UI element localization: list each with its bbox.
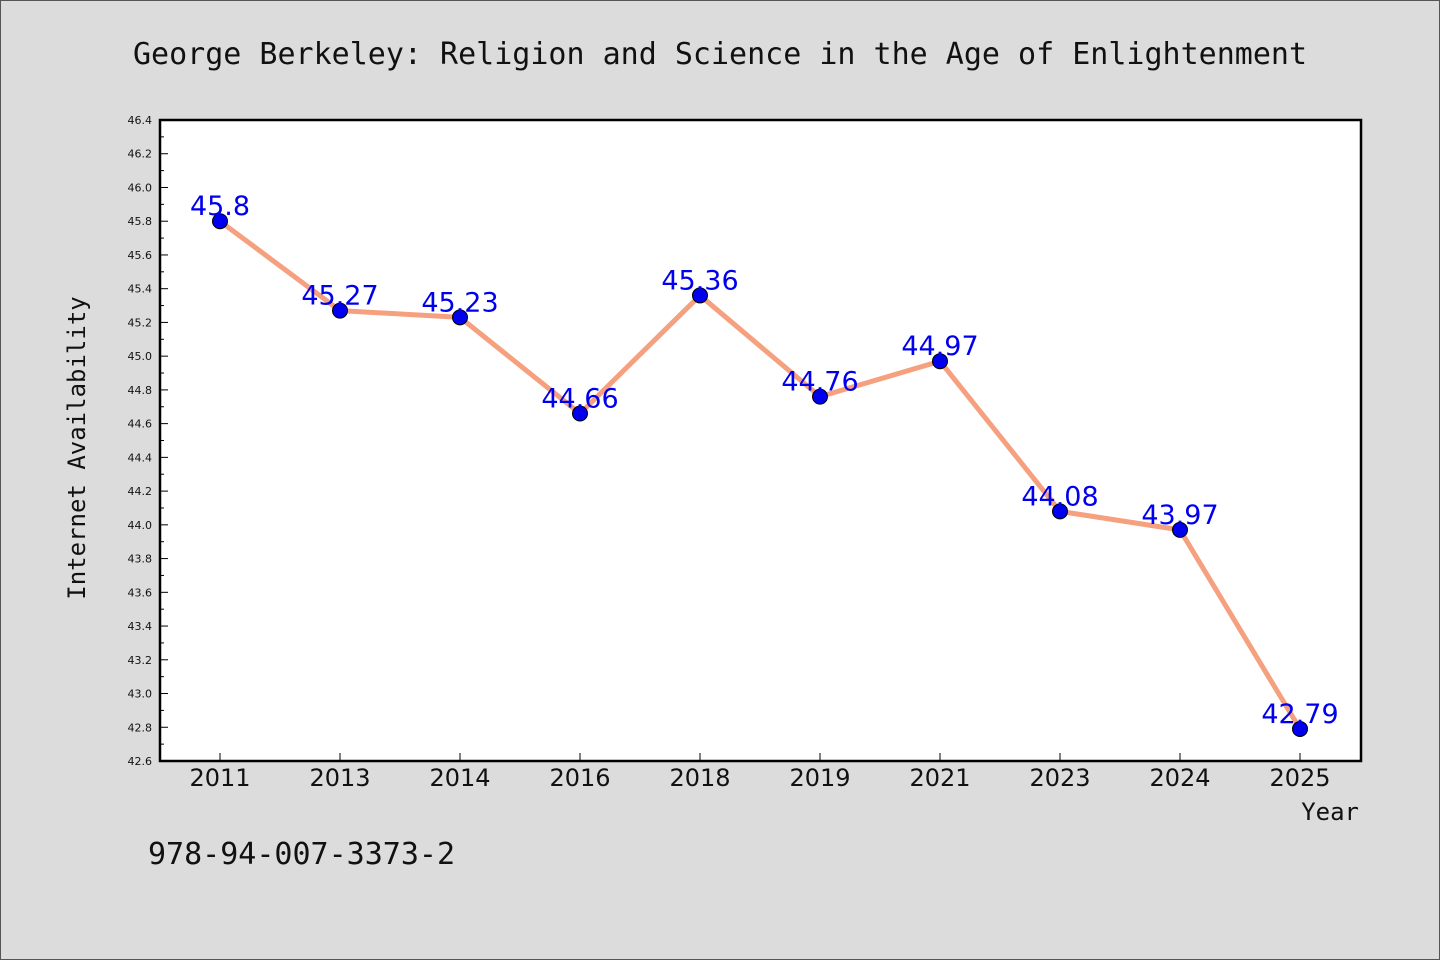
data-point (332, 302, 348, 319)
data-point (212, 213, 228, 230)
y-tick-label: 44.8 (128, 384, 153, 397)
y-tick-label: 45.8 (128, 215, 153, 228)
y-tick-label: 44.6 (128, 418, 153, 431)
y-tick-label: 43.6 (128, 586, 153, 599)
y-tick-label: 46.2 (128, 148, 153, 161)
y-tick-label: 43.8 (128, 553, 153, 566)
y-tick-label: 44.2 (128, 485, 153, 498)
data-point (692, 287, 708, 304)
x-tick-label: 2019 (789, 764, 850, 792)
y-tick-label: 45.6 (128, 249, 153, 262)
x-tick-label: 2024 (1149, 764, 1210, 792)
data-label: 45.36 (661, 265, 738, 296)
y-tick-label: 45.2 (128, 316, 153, 329)
data-point (1172, 521, 1188, 538)
y-tick-label: 46.4 (128, 114, 153, 127)
x-tick-label: 2011 (189, 764, 250, 792)
chart-title: George Berkeley: Religion and Science in… (133, 37, 1307, 72)
x-tick-label: 2016 (549, 764, 610, 792)
y-tick-label: 43.0 (128, 688, 153, 701)
y-tick-label: 42.6 (128, 755, 153, 768)
data-label: 45.8 (190, 191, 250, 222)
data-label: 45.23 (421, 287, 498, 318)
y-tick-label: 44.4 (128, 451, 153, 464)
series-line (217, 218, 1303, 732)
y-axis-label: Internet Availability (63, 296, 91, 599)
data-point (812, 388, 828, 405)
data-point (932, 353, 948, 370)
data-label: 44.76 (781, 367, 858, 398)
y-tick-label: 46.0 (128, 181, 153, 194)
data-label: 43.97 (1141, 500, 1218, 531)
data-label: 44.97 (901, 331, 978, 362)
x-tick-label: 2021 (909, 764, 970, 792)
x-axis: 2011 2013 2014 2016 2018 2019 2021 2023 2024 2025 (189, 753, 1331, 792)
data-point (452, 309, 468, 326)
y-tick-label: 43.4 (128, 620, 153, 633)
data-point (572, 405, 588, 422)
y-tick-label: 45.0 (128, 350, 153, 363)
data-label: 42.79 (1261, 699, 1338, 730)
data-label: 44.66 (541, 384, 618, 415)
isbn-text: 978-94-007-3373-2 (148, 837, 455, 872)
x-axis-label: Year (1301, 798, 1359, 826)
data-label: 45.27 (301, 281, 378, 312)
data-label: 44.08 (1021, 481, 1098, 512)
y-tick-label: 44.0 (128, 519, 153, 532)
data-point (1292, 720, 1308, 737)
x-tick-label: 2018 (669, 764, 730, 792)
data-label-group: 45.8 45.27 45.23 44.66 45.36 44.76 44.97 44.08 4… (190, 191, 1339, 730)
x-tick-label: 2013 (309, 764, 370, 792)
y-tick-label: 45.4 (128, 283, 153, 296)
x-tick-label: 2025 (1269, 764, 1330, 792)
marker-group (212, 213, 1308, 737)
x-tick-label: 2023 (1029, 764, 1090, 792)
x-tick-label: 2014 (429, 764, 490, 792)
plot-area (158, 118, 1363, 763)
data-point (1052, 503, 1068, 520)
y-axis: 42.6 42.8 43.0 43.2 43.4 43.6 43.8 44.0 44.2 44.4… (128, 114, 168, 768)
y-tick-label: 43.2 (128, 654, 153, 667)
y-tick-label: 42.8 (128, 721, 153, 734)
series-line-group (217, 218, 1303, 732)
